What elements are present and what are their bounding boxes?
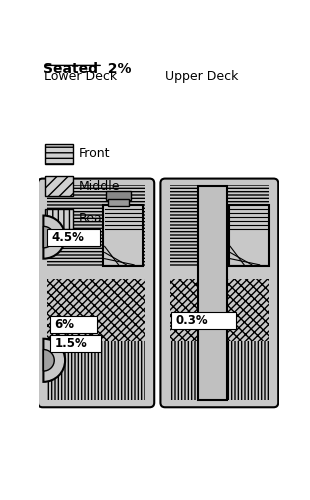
- Bar: [171, 312, 236, 328]
- Text: 6%: 6%: [54, 318, 74, 332]
- Text: Rear: Rear: [79, 212, 108, 225]
- Text: Middle: Middle: [79, 180, 121, 193]
- Wedge shape: [43, 350, 54, 371]
- Bar: [45, 208, 73, 229]
- Text: 0.3%: 0.3%: [175, 314, 208, 327]
- Bar: [108, 198, 130, 206]
- Bar: [47, 230, 100, 246]
- Bar: [45, 144, 73, 164]
- Text: Seated  2%: Seated 2%: [43, 62, 131, 76]
- Bar: [47, 341, 145, 400]
- Bar: [50, 335, 101, 352]
- Bar: [170, 184, 269, 266]
- Bar: [106, 191, 131, 200]
- Text: Front: Front: [79, 148, 111, 160]
- Bar: [170, 280, 269, 341]
- FancyBboxPatch shape: [161, 178, 278, 408]
- Bar: [45, 176, 73, 197]
- Bar: [103, 205, 143, 266]
- FancyBboxPatch shape: [38, 178, 154, 408]
- Text: 1.5%: 1.5%: [54, 337, 87, 350]
- Text: Upper Deck: Upper Deck: [165, 70, 238, 83]
- Bar: [229, 205, 269, 266]
- Text: Lower Deck: Lower Deck: [44, 70, 117, 83]
- Bar: [170, 341, 269, 400]
- Bar: [47, 280, 145, 341]
- Text: 4.5%: 4.5%: [51, 232, 84, 244]
- Wedge shape: [43, 216, 65, 258]
- Wedge shape: [43, 338, 65, 382]
- Wedge shape: [43, 226, 54, 248]
- Bar: [198, 186, 227, 400]
- Bar: [50, 316, 97, 334]
- Bar: [47, 184, 145, 266]
